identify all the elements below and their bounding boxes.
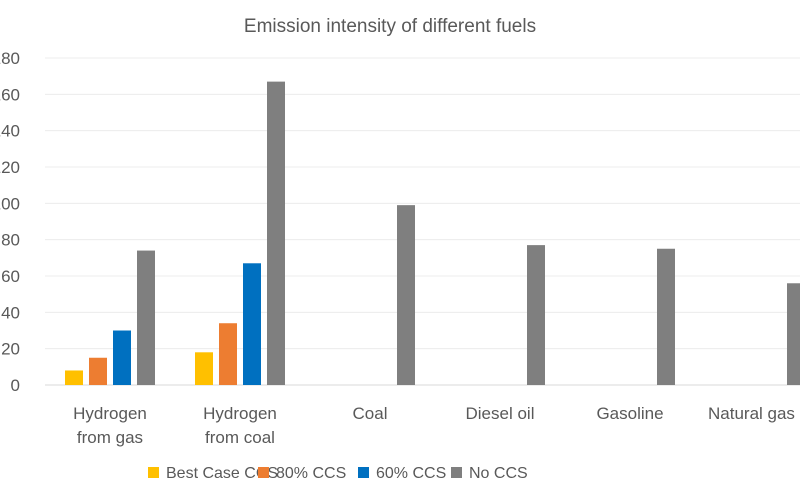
x-category-label: Diesel oil [466,404,535,423]
y-tick-label: 20 [1,340,20,359]
x-category-label: from coal [205,428,275,447]
bar [527,245,545,385]
y-tick-label: 140 [0,122,20,141]
y-tick-label: 0 [11,376,20,395]
legend-swatch [451,467,462,478]
bar [219,323,237,385]
bar [397,205,415,385]
legend-swatch [148,467,159,478]
legend-swatch [358,467,369,478]
y-tick-label: 100 [0,194,20,213]
bar [243,263,261,385]
chart-title: Emission intensity of different fuels [244,16,536,37]
legend-label: No CCS [469,465,528,482]
bar [267,81,285,385]
y-tick-label: 180 [0,49,20,68]
legend-label: Best Case CCS [166,465,278,482]
legend-swatch [258,467,269,478]
x-category-label: Hydrogen [73,404,147,423]
bar [65,370,83,385]
y-tick-label: 40 [1,303,20,322]
bar [113,330,131,385]
y-tick-label: 120 [0,158,20,177]
x-category-label: Natural gas [708,404,795,423]
bar [137,250,155,385]
x-category-label: from gas [77,428,143,447]
bar [195,352,213,385]
bar [787,283,800,385]
x-category-label: Hydrogen [203,404,277,423]
legend-label: 60% CCS [376,465,446,482]
legend-label: 80% CCS [276,465,346,482]
y-tick-label: 80 [1,231,20,250]
bar [657,248,675,385]
bar [89,357,107,385]
x-category-label: Gasoline [596,404,663,423]
y-tick-label: 60 [1,267,20,286]
y-tick-label: 160 [0,85,20,104]
x-category-label: Coal [353,404,388,423]
